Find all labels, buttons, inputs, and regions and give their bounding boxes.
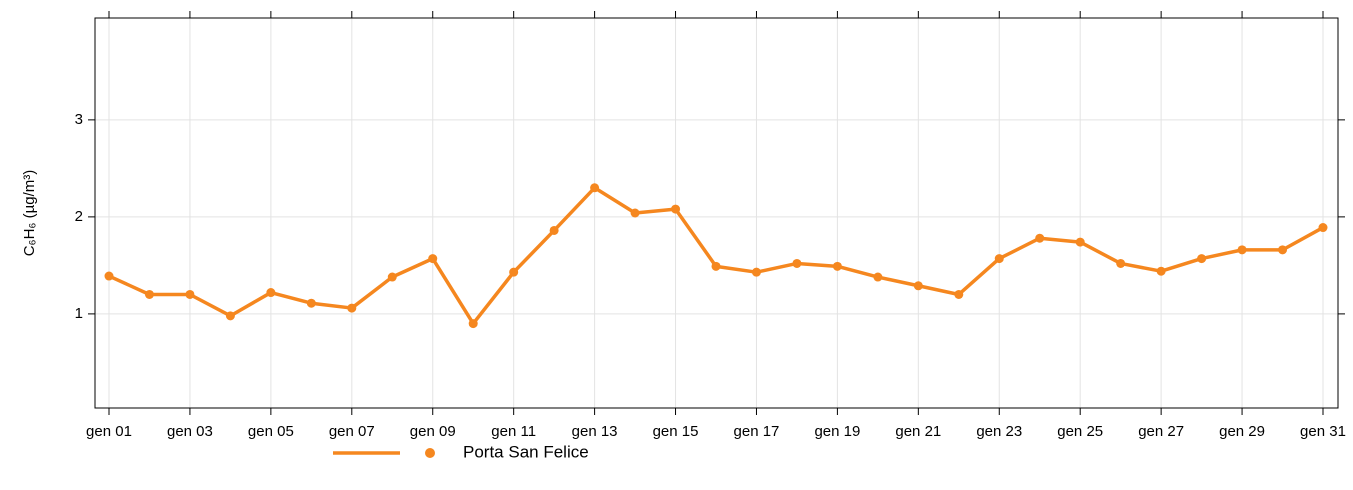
data-point [1197,254,1207,264]
data-point [144,289,154,299]
x-tick-label: gen 13 [572,423,618,440]
data-point [428,254,438,264]
y-tick-label: 3 [75,111,83,128]
data-point [873,272,883,282]
legend-label: Porta San Felice [463,442,589,461]
data-point [468,319,478,329]
x-tick-label: gen 01 [86,423,132,440]
x-tick-label: gen 17 [734,423,780,440]
data-point [954,289,964,299]
x-tick-label: gen 05 [248,423,294,440]
x-tick-label: gen 09 [410,423,456,440]
x-tick-label: gen 03 [167,423,213,440]
data-point [1278,245,1288,255]
data-point [387,272,397,282]
series-line [108,186,1324,326]
data-point [1035,233,1045,243]
legend-point [425,448,435,458]
data-point [225,311,235,321]
x-tick-label: gen 29 [1219,423,1265,440]
data-point [347,303,357,313]
data-point [266,288,276,298]
x-tick-label: gen 11 [491,423,536,440]
data-point [306,298,316,308]
x-tick-label: gen 21 [895,423,941,440]
data-point [1156,266,1166,276]
data-point [104,271,114,281]
data-point [1116,258,1126,268]
y-axis-label: C₆H₆ (µg/m³) [21,170,38,257]
data-point [630,208,640,218]
data-point [549,225,559,235]
data-point [671,204,681,214]
x-tick-label: gen 31 [1300,423,1346,440]
y-tick-label: 1 [75,305,83,322]
data-point [185,289,195,299]
data-point [994,254,1004,264]
data-point [913,281,923,291]
data-point [590,183,600,193]
x-tick-label: gen 25 [1057,423,1103,440]
data-point [1237,245,1247,255]
x-tick-label: gen 23 [976,423,1022,440]
data-point [792,258,802,268]
data-point [1318,223,1328,233]
data-point [832,261,842,271]
x-tick-label: gen 27 [1138,423,1184,440]
x-tick-label: gen 19 [814,423,860,440]
data-point [1075,237,1085,247]
data-point [751,267,761,277]
x-tick-label: gen 15 [653,423,699,440]
plot-frame [94,17,1339,409]
y-tick-label: 2 [75,208,83,225]
x-tick-label: gen 07 [329,423,375,440]
data-point [711,261,721,271]
data-point [509,267,519,277]
